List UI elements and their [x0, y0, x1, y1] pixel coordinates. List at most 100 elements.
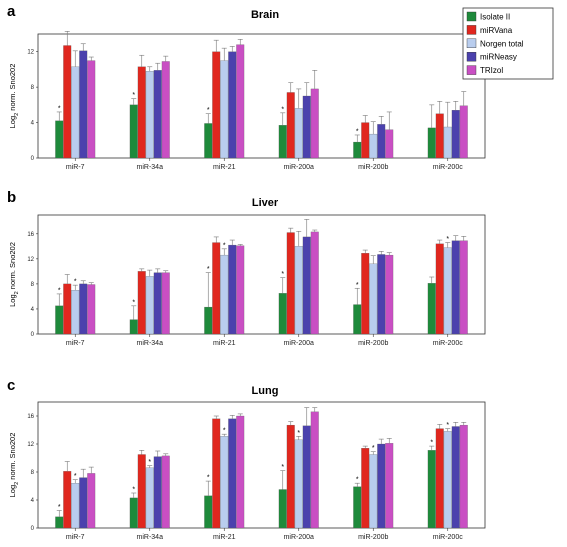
category-label: miR-34a: [137, 164, 164, 171]
bar: [137, 454, 146, 529]
significance-star: *: [372, 445, 375, 452]
bar: [129, 319, 138, 335]
bar: [443, 247, 452, 335]
bar: [443, 431, 452, 529]
bar: [361, 448, 370, 529]
y-tick-label: 0: [31, 156, 35, 162]
bar: [286, 232, 295, 335]
bar: [236, 245, 245, 335]
bar: [129, 497, 138, 529]
legend-box: [462, 7, 554, 80]
bar: [212, 51, 221, 159]
y-axis-label: Log2 norm. Sno202: [8, 242, 20, 307]
bar: [294, 439, 303, 529]
significance-star: *: [132, 487, 135, 494]
category-label: miR-34a: [137, 340, 164, 347]
bar: [153, 70, 162, 159]
category-label: miR-200b: [358, 534, 388, 541]
significance-star: *: [281, 106, 284, 113]
bar: [353, 486, 362, 529]
significance-star: *: [207, 107, 210, 114]
bar: [236, 415, 245, 529]
bar: [137, 271, 146, 335]
category-label: miR-200c: [433, 164, 463, 171]
bar: [236, 44, 245, 159]
y-tick-label: 4: [31, 498, 35, 504]
bar: [153, 272, 162, 335]
bar: [71, 66, 80, 159]
bar: [204, 306, 213, 335]
legend-swatch: [466, 38, 477, 48]
bar: [204, 123, 213, 159]
bar: [286, 92, 295, 159]
significance-star: *: [58, 504, 61, 511]
bar: [369, 133, 378, 159]
panel-letter: a: [7, 3, 16, 20]
chart-title: Liver: [252, 197, 279, 209]
bar: [385, 443, 394, 529]
y-tick-label: 0: [31, 332, 35, 338]
bar: [55, 120, 64, 159]
category-label: miR-7: [66, 164, 85, 171]
bar: [451, 426, 460, 529]
bar: [79, 50, 88, 159]
bar: [71, 290, 80, 335]
y-tick-label: 12: [27, 442, 34, 448]
bar: [443, 126, 452, 159]
bar: [385, 254, 394, 335]
significance-star: *: [356, 282, 359, 289]
bar: [161, 61, 170, 159]
legend-swatch: [466, 65, 477, 75]
bar: [302, 95, 311, 159]
bar: [87, 473, 96, 529]
bar: [145, 467, 154, 529]
bar: [228, 51, 237, 159]
chart-panel-a: a Brain Log2 norm. Sno202 0 4 8 12 miR-7 * miR-34…: [7, 3, 486, 171]
category-label: miR-200c: [433, 534, 463, 541]
bar: [361, 253, 370, 335]
legend-swatch: [466, 52, 477, 62]
significance-star: *: [207, 475, 210, 482]
panel-letter: c: [7, 377, 15, 394]
significance-star: *: [446, 422, 449, 429]
bar: [377, 254, 386, 335]
legend-label: miRVana: [480, 26, 513, 35]
bar: [212, 418, 221, 529]
bar: [87, 60, 96, 159]
bar: [228, 244, 237, 335]
bar: [228, 418, 237, 529]
chart-panel-b: b Liver Log2 norm. Sno202 0 4 8 12 16 miR-7 * * miR…: [7, 189, 486, 347]
bar: [220, 254, 229, 335]
category-label: miR-200c: [433, 340, 463, 347]
category-label: miR-21: [213, 340, 236, 347]
bar: [71, 483, 80, 529]
category-label: miR-21: [213, 534, 236, 541]
category-label: miR-7: [66, 534, 85, 541]
bar: [302, 236, 311, 335]
y-axis-label: Log2 norm. Sno202: [8, 64, 20, 129]
bar: [427, 127, 436, 159]
bar: [220, 436, 229, 529]
bar: [353, 141, 362, 159]
plot-frame: [37, 214, 486, 335]
bar: [137, 66, 146, 159]
y-tick-label: 8: [31, 470, 35, 476]
y-tick-label: 0: [31, 526, 35, 532]
bar: [286, 424, 295, 529]
plot-frame: [37, 33, 486, 159]
category-label: miR-200b: [358, 340, 388, 347]
significance-star: *: [58, 287, 61, 294]
significance-star: *: [207, 266, 210, 273]
bar: [63, 283, 72, 335]
bar: [294, 246, 303, 335]
plot-frame: [37, 401, 486, 529]
y-tick-label: 8: [31, 282, 35, 288]
significance-star: *: [132, 92, 135, 99]
category-label: miR-200a: [284, 534, 314, 541]
legend-label: miRNeasy: [480, 53, 517, 62]
bar: [310, 88, 319, 159]
category-label: miR-200a: [284, 340, 314, 347]
chart-title: Brain: [251, 9, 279, 21]
